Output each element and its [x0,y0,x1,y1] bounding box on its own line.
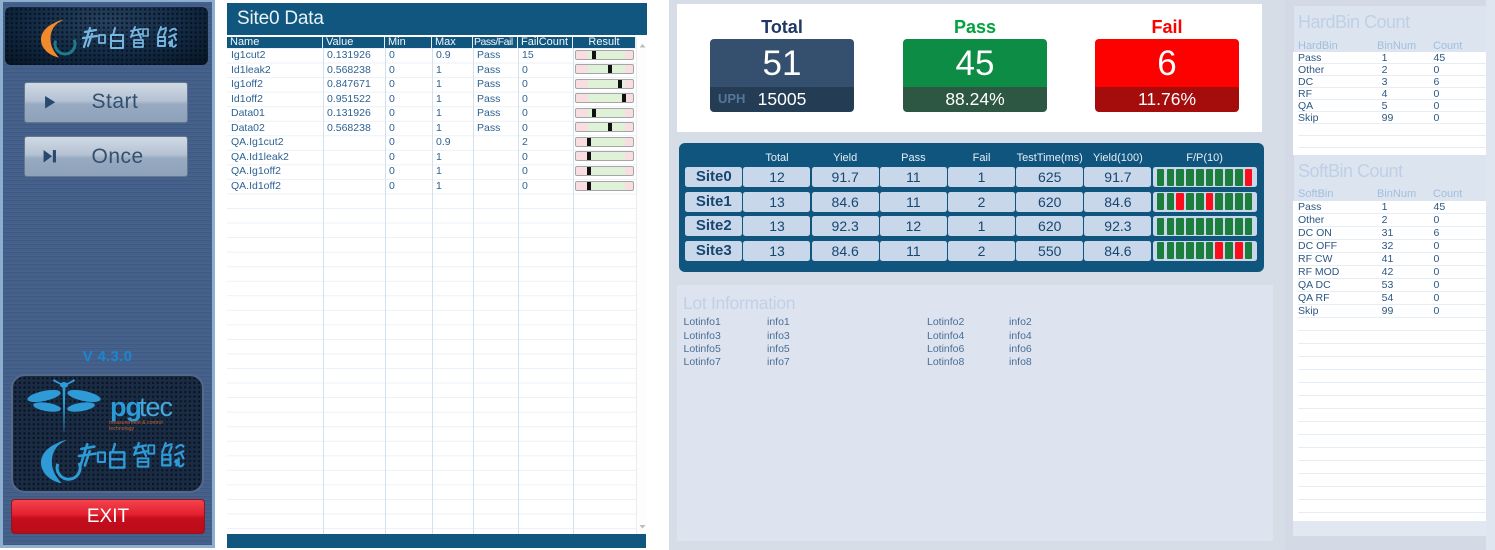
svg-text:measurement & control: measurement & control [109,420,163,426]
svg-text:tec: tec [139,392,173,422]
svg-text:technology: technology [109,426,134,432]
svg-text:pg: pg [110,392,141,422]
